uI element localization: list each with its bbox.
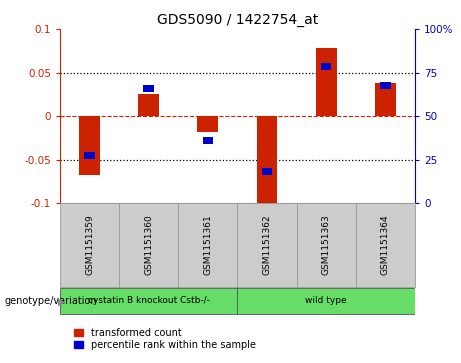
Bar	[321, 63, 331, 70]
Bar	[237, 288, 415, 314]
Bar	[375, 83, 396, 116]
Bar	[237, 203, 296, 287]
Bar	[197, 116, 218, 132]
Bar	[79, 116, 100, 175]
Bar	[60, 203, 119, 287]
Bar	[119, 203, 178, 287]
Bar	[60, 288, 237, 314]
Bar	[138, 94, 159, 116]
Bar	[262, 168, 272, 175]
Bar	[178, 203, 237, 287]
Bar	[316, 48, 337, 116]
Bar	[380, 82, 390, 89]
Text: GSM1151361: GSM1151361	[203, 215, 213, 276]
Bar	[257, 116, 278, 205]
Bar	[84, 152, 95, 159]
Text: ▶: ▶	[58, 296, 65, 306]
Bar	[143, 85, 154, 92]
Text: cystatin B knockout Cstb-/-: cystatin B knockout Cstb-/-	[88, 296, 210, 305]
Text: wild type: wild type	[305, 296, 347, 305]
Text: genotype/variation: genotype/variation	[5, 296, 97, 306]
Legend: transformed count, percentile rank within the sample: transformed count, percentile rank withi…	[74, 328, 255, 350]
Bar	[356, 203, 415, 287]
Text: GSM1151360: GSM1151360	[144, 215, 153, 276]
Bar	[296, 203, 356, 287]
Text: GSM1151359: GSM1151359	[85, 215, 94, 276]
Text: GSM1151364: GSM1151364	[381, 215, 390, 276]
Text: GSM1151362: GSM1151362	[262, 215, 272, 276]
Text: GSM1151363: GSM1151363	[322, 215, 331, 276]
Bar	[202, 137, 213, 144]
Title: GDS5090 / 1422754_at: GDS5090 / 1422754_at	[157, 13, 318, 26]
